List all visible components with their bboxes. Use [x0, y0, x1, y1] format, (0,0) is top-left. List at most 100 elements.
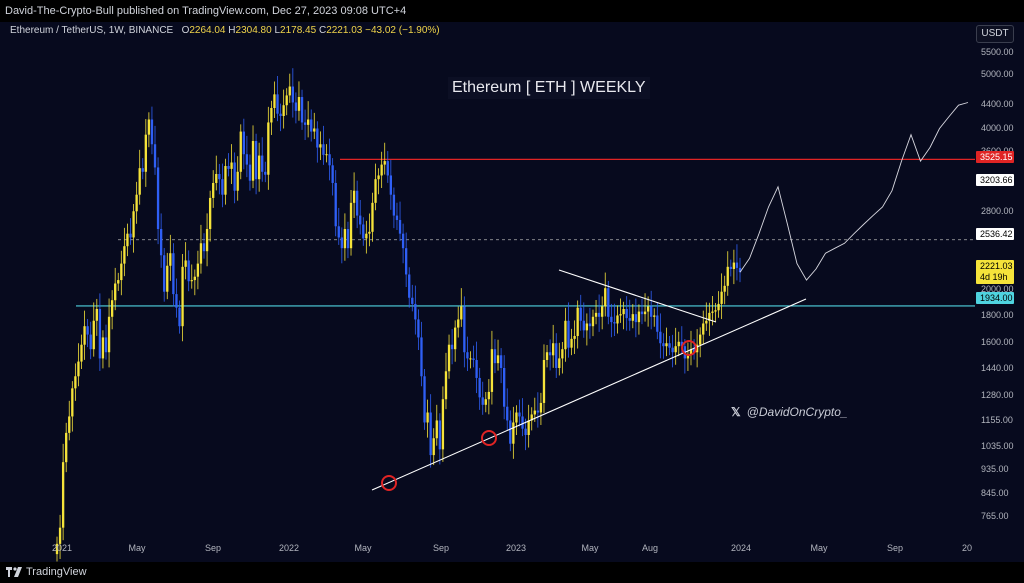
- candle: [236, 156, 239, 201]
- candle: [668, 336, 671, 356]
- published-text: David-The-Crypto-Bull published on Tradi…: [5, 5, 407, 17]
- candle: [104, 324, 108, 360]
- candle-body: [245, 154, 249, 165]
- candle: [576, 300, 579, 349]
- candle-body: [708, 312, 711, 321]
- candle: [144, 119, 147, 187]
- x-tick-label: Aug: [642, 543, 658, 553]
- price-label-text: 2221.03: [980, 261, 1013, 271]
- chart-area[interactable]: [0, 22, 1024, 562]
- candle-body: [270, 108, 273, 123]
- candle: [435, 404, 438, 446]
- candle: [389, 159, 393, 210]
- candle: [65, 422, 68, 473]
- candle-body: [616, 315, 619, 324]
- candle-body: [665, 343, 668, 347]
- candle: [726, 251, 729, 296]
- candle: [735, 244, 739, 281]
- candle-body: [316, 128, 319, 148]
- candle-body: [490, 349, 494, 392]
- candle: [472, 345, 475, 368]
- candle: [340, 227, 344, 264]
- candle: [395, 202, 399, 230]
- candle: [153, 125, 157, 175]
- tradingview-brand[interactable]: TradingView: [6, 566, 87, 578]
- candle-body: [659, 331, 662, 344]
- candle: [702, 310, 705, 345]
- candle: [86, 318, 89, 348]
- candle-body: [77, 361, 80, 377]
- candle-body: [254, 141, 258, 180]
- candle-body: [65, 432, 68, 463]
- candle: [359, 199, 362, 235]
- candle: [466, 336, 469, 371]
- candle-body: [472, 358, 475, 360]
- candle-body: [306, 119, 310, 125]
- candle-body: [294, 102, 298, 111]
- currency-button[interactable]: USDT: [976, 25, 1014, 43]
- candle: [619, 298, 622, 323]
- candle: [646, 296, 650, 327]
- price-label-box: [976, 151, 1014, 163]
- price-label-box: [976, 260, 1014, 284]
- candle-body: [631, 314, 634, 321]
- candle-body: [509, 420, 512, 444]
- ohlc-high-value: 2304.80: [235, 25, 272, 36]
- candle-body: [533, 410, 536, 415]
- symbol-legend: Ethereum / TetherUS, 1W, BINANCE O2264.0…: [10, 25, 440, 36]
- candle-body: [542, 359, 546, 403]
- candle-body: [273, 94, 276, 109]
- candle-body: [607, 288, 610, 317]
- candle: [723, 275, 726, 305]
- candle-body: [264, 171, 267, 175]
- candle-body: [536, 410, 540, 413]
- candle: [604, 272, 607, 317]
- candle: [420, 321, 423, 387]
- candle-body: [389, 175, 393, 195]
- candle: [613, 303, 616, 336]
- candle: [432, 428, 435, 466]
- candle: [662, 333, 665, 359]
- candle-body: [55, 543, 59, 555]
- candle-body: [362, 224, 365, 239]
- candle: [542, 344, 546, 413]
- watermark: 𝕏 @DavidOnCrypto_: [731, 405, 848, 419]
- candle-body: [478, 377, 481, 398]
- candle-body: [720, 291, 723, 304]
- candle: [496, 339, 500, 371]
- candle: [184, 242, 187, 280]
- candle: [58, 514, 62, 559]
- candle: [499, 348, 503, 384]
- x-tick-label: 2022: [279, 543, 299, 553]
- candle: [392, 187, 396, 229]
- candle-body: [383, 161, 386, 165]
- candle-body: [567, 320, 570, 348]
- candle-body: [601, 306, 604, 317]
- candle: [224, 158, 227, 205]
- candle-body: [239, 131, 242, 172]
- candle: [484, 391, 487, 413]
- candle: [77, 343, 80, 387]
- candle: [594, 300, 598, 325]
- candle: [469, 351, 472, 369]
- candle-body: [699, 334, 702, 345]
- candle-body: [104, 337, 108, 353]
- candle-body: [705, 320, 708, 324]
- candle: [512, 406, 515, 459]
- candle-body: [163, 255, 166, 292]
- y-tick-label: 1440.00: [981, 363, 1014, 373]
- candle-body: [80, 344, 83, 362]
- candle-body: [604, 288, 607, 307]
- candle-body: [74, 376, 77, 389]
- candle: [408, 267, 411, 308]
- candle-body: [570, 338, 573, 348]
- candle: [159, 213, 163, 268]
- candle: [429, 394, 432, 468]
- candle-body: [132, 211, 135, 238]
- candle-body: [331, 165, 334, 183]
- candle: [582, 302, 585, 338]
- candle-body: [674, 346, 677, 353]
- candle-body: [640, 311, 644, 315]
- candle: [411, 284, 414, 312]
